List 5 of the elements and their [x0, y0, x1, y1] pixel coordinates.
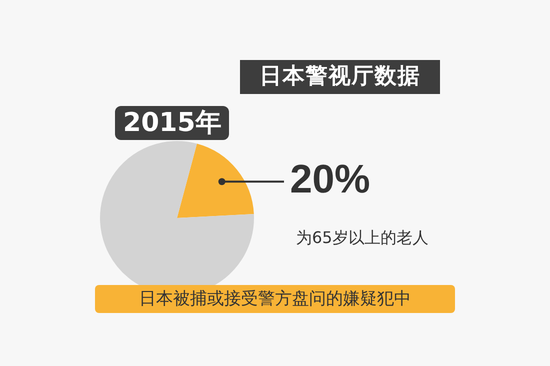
- data-label: 20%: [290, 158, 370, 202]
- chart-subtitle: 2015年: [115, 106, 230, 140]
- text: 日本被捕或接受警方盘问的嫌疑犯中: [95, 285, 455, 313]
- chart-title: 日本警视厅数据: [240, 60, 440, 94]
- text: 为65岁以上的老人: [296, 228, 428, 249]
